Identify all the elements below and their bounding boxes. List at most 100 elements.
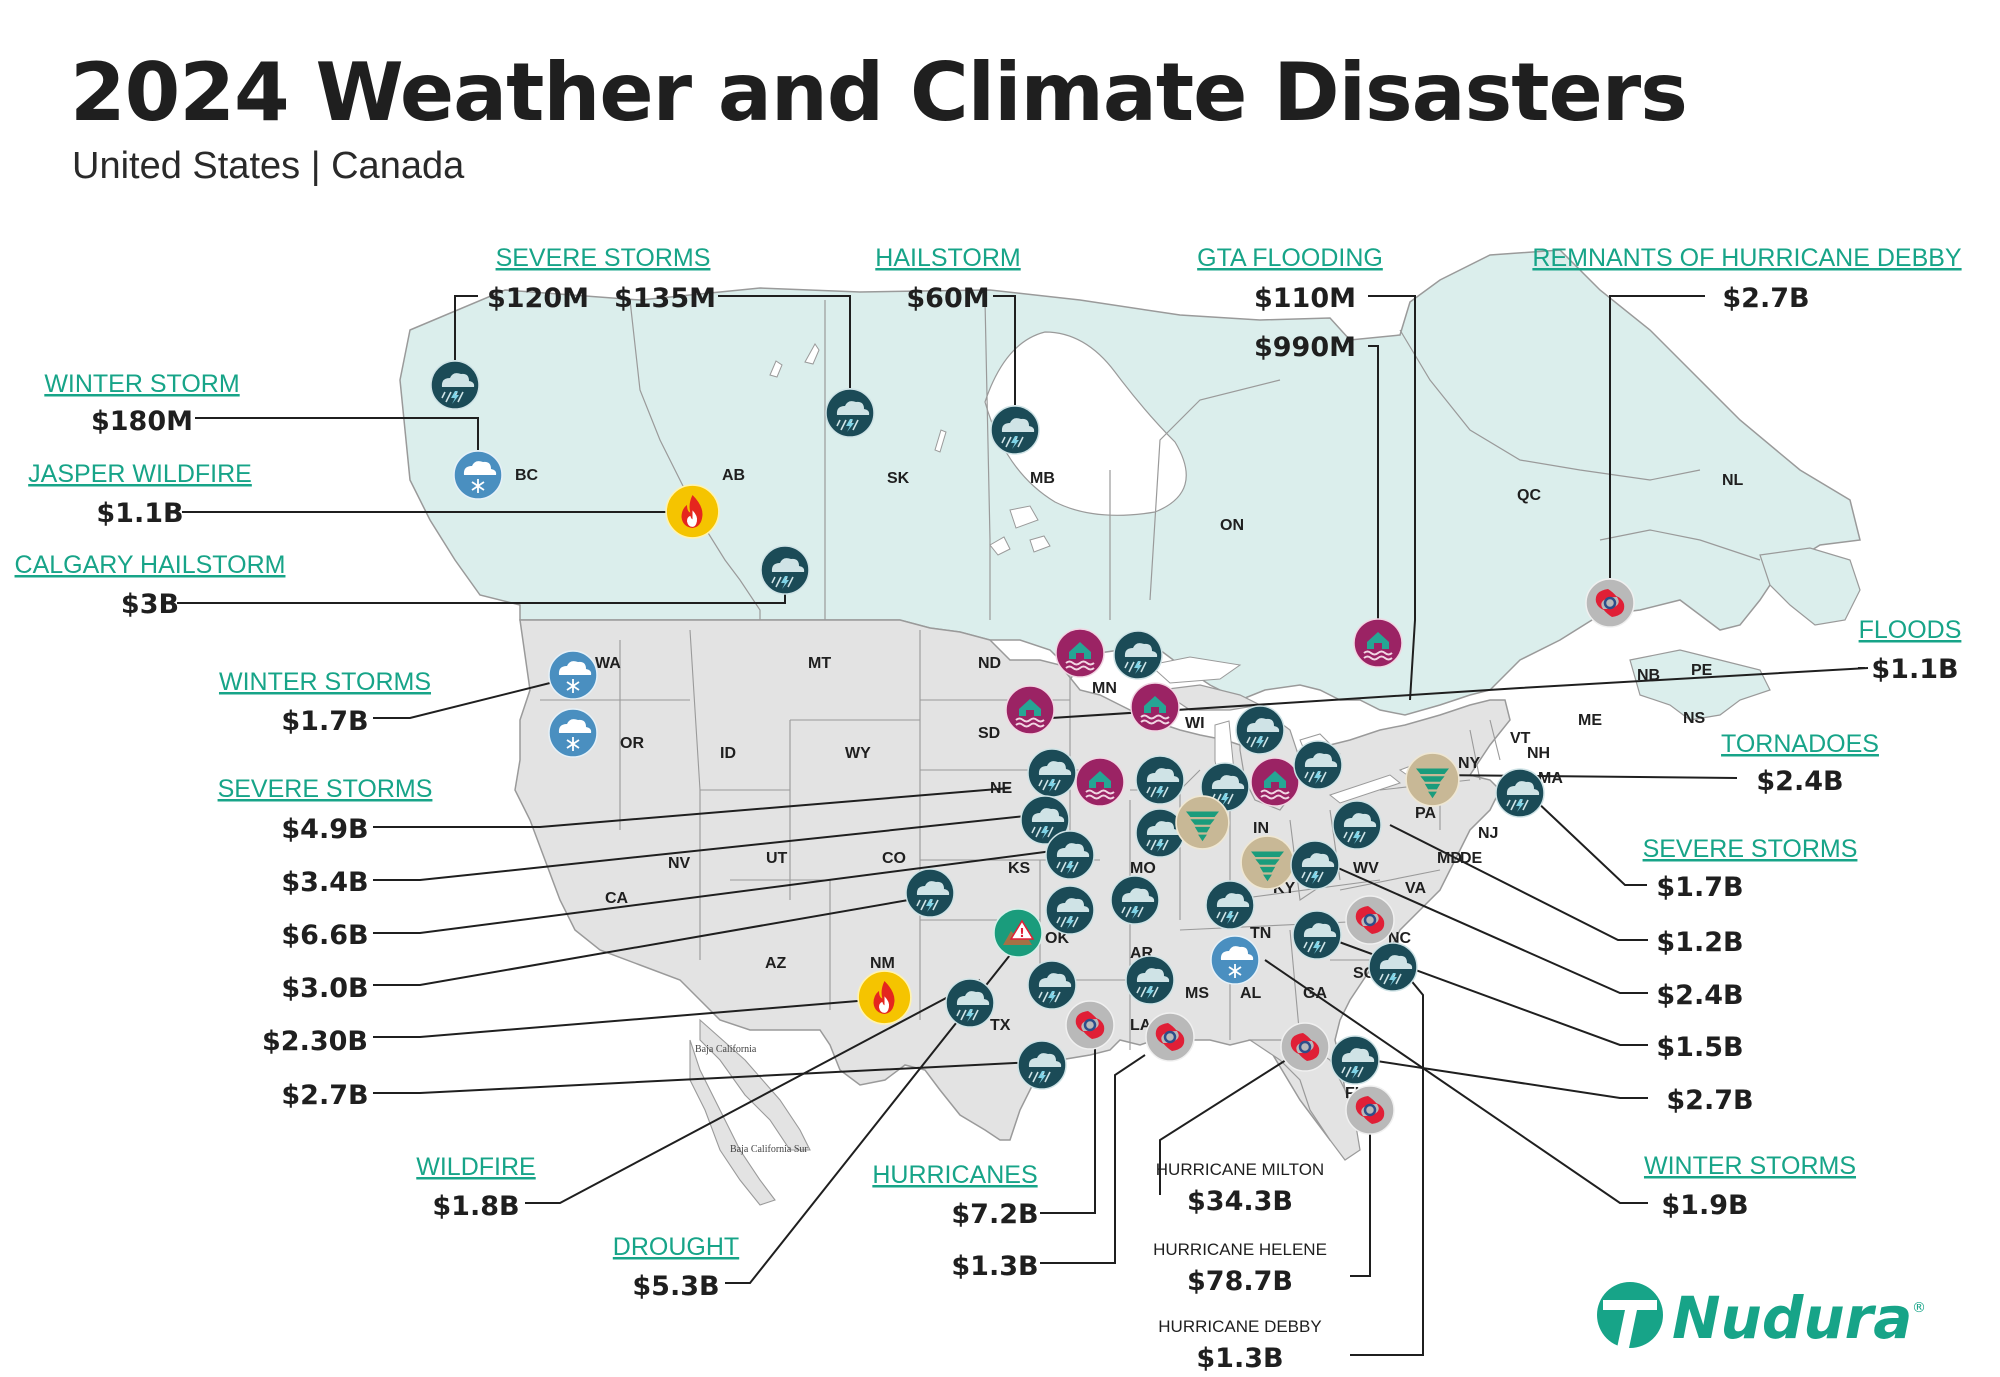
callout-cost-hurricanes-1: $7.2B — [951, 1199, 1038, 1230]
severe-storm-icon — [1290, 840, 1340, 890]
callout-cost-severe-storms-east-2: $1.2B — [1656, 927, 1743, 958]
hurricane-icon — [1345, 895, 1395, 945]
region-label-ca: CA — [605, 890, 629, 907]
hurricane-icon — [1145, 1012, 1195, 1062]
callout-heading-winter-storms-se: WINTER STORMS — [1644, 1152, 1856, 1180]
region-label-or: OR — [620, 735, 644, 752]
callout-cost-severe-storms-3: $6.6B — [281, 920, 368, 951]
region-label-nm: NM — [870, 955, 895, 972]
region-label-baja-california-sur: Baja California Sur — [730, 1144, 808, 1155]
severe-storm-icon — [760, 545, 810, 595]
region-label-ut: UT — [766, 850, 788, 867]
region-label-nd: ND — [978, 655, 1001, 672]
callout-cost-severe-storms-east-4: $1.5B — [1656, 1032, 1743, 1063]
callout-heading-wildfire: WILDFIRE — [416, 1153, 535, 1181]
callout-cost-hurricane-helene: $78.7B — [1187, 1266, 1293, 1297]
region-label-wa: WA — [595, 655, 621, 672]
callout-cost-calgary-hailstorm: $3B — [121, 589, 179, 620]
severe-storm-icon — [1045, 830, 1095, 880]
callout-cost-gta-flooding-1: $110M — [1254, 283, 1356, 314]
region-label-tx: TX — [990, 1017, 1011, 1034]
callout-heading-tornadoes: TORNADOES — [1721, 730, 1879, 758]
region-label-co: CO — [882, 850, 906, 867]
severe-storm-icon — [1027, 748, 1077, 798]
callout-heading-severe-storms-east: SEVERE STORMS — [1643, 835, 1858, 863]
region-label-bc: BC — [515, 467, 539, 484]
severe-storm-icon — [945, 978, 995, 1028]
severe-storm-icon — [1017, 1040, 1067, 1090]
tornado-icon — [1175, 795, 1230, 850]
callout-heading-hurricane-helene: HURRICANE HELENE — [1153, 1240, 1327, 1259]
flood-icon — [1250, 757, 1300, 807]
page-title: 2024 Weather and Climate Disasters — [70, 46, 1687, 139]
region-label-sd: SD — [978, 725, 1000, 742]
page-subtitle: United States | Canada — [72, 145, 465, 187]
callout-cost-severe-storms-east-3: $2.4B — [1656, 980, 1743, 1011]
callout-cost-severe-storms-4: $3.0B — [281, 973, 368, 1004]
region-label-nh: NH — [1527, 745, 1550, 762]
region-label-wv: WV — [1353, 860, 1379, 877]
flood-icon — [1075, 757, 1125, 807]
callout-cost-jasper-wildfire: $1.1B — [96, 498, 183, 529]
callout-heading-hurricanes: HURRICANES — [872, 1161, 1037, 1189]
callout-cost-winter-storms-se: $1.9B — [1661, 1190, 1748, 1221]
callout-heading-hailstorm: HAILSTORM — [875, 244, 1020, 272]
callout-cost-drought: $5.3B — [632, 1271, 719, 1302]
region-label-al: AL — [1240, 985, 1262, 1002]
severe-storm-icon — [1368, 942, 1418, 992]
callout-cost-severe-storms-5: $2.30B — [262, 1026, 368, 1057]
callout-cost-severe-storms-east-5: $2.7B — [1666, 1085, 1753, 1116]
callout-cost-floods: $1.1B — [1871, 654, 1958, 685]
winter-storm-icon — [548, 708, 598, 758]
severe-storm-icon — [1293, 740, 1343, 790]
region-label-ny: NY — [1458, 755, 1481, 772]
flood-icon — [1130, 682, 1180, 732]
region-label-de: DE — [1460, 850, 1483, 867]
hurricane-icon — [1345, 1085, 1395, 1135]
region-label-wy: WY — [845, 745, 871, 762]
region-label-sk: SK — [887, 470, 910, 487]
region-label-vt: VT — [1510, 730, 1531, 747]
region-label-tn: TN — [1250, 925, 1271, 942]
region-label-az: AZ — [765, 955, 787, 972]
region-label-nv: NV — [668, 855, 691, 872]
severe-storm-icon — [1495, 768, 1545, 818]
hurricane-icon — [1065, 1000, 1115, 1050]
region-label-ok: OK — [1045, 930, 1069, 947]
region-label-in: IN — [1253, 820, 1269, 837]
callout-cost-tornadoes: $2.4B — [1756, 766, 1843, 797]
region-label-ab: AB — [722, 467, 745, 484]
severe-storm-icon — [1292, 910, 1342, 960]
callout-cost-remnants-debby: $2.7B — [1722, 283, 1809, 314]
severe-storm-icon — [1027, 960, 1077, 1010]
region-label-ms: MS — [1185, 985, 1209, 1002]
nudura-logo: Nudura ® — [1597, 1282, 1926, 1352]
wildfire-icon — [857, 970, 912, 1025]
flood-icon — [1353, 618, 1403, 668]
region-label-wi: WI — [1185, 715, 1205, 732]
region-label-md: MD — [1437, 850, 1462, 867]
severe-storm-icon — [1205, 880, 1255, 930]
canada-landmass — [399, 249, 1861, 721]
region-label-pe: PE — [1691, 662, 1713, 679]
severe-storm-icon — [1125, 955, 1175, 1005]
tornado-icon — [1405, 752, 1460, 807]
callout-cost-hurricane-debby: $1.3B — [1196, 1343, 1283, 1374]
callout-heading-severe-storms-west: SEVERE STORMS — [218, 775, 433, 803]
severe-storm-icon — [1332, 800, 1382, 850]
region-label-ks: KS — [1008, 860, 1031, 877]
severe-storm-icon — [1330, 1035, 1380, 1085]
callout-heading-winter-storm: WINTER STORM — [44, 370, 239, 398]
hurricane-icon — [1585, 578, 1635, 628]
severe-storm-icon — [1110, 875, 1160, 925]
severe-storm-icon — [825, 388, 875, 438]
region-labels: BC AB SK MB ON QC NL NB PE NS WA OR CA I… — [515, 467, 1744, 1155]
region-label-pa: PA — [1415, 805, 1436, 822]
region-label-on: ON — [1220, 517, 1244, 534]
callout-cost-severe-storms-east-1: $1.7B — [1656, 872, 1743, 903]
region-label-baja-california: Baja California — [695, 1044, 757, 1055]
severe-storm-icon — [430, 360, 480, 410]
callout-cost-hailstorm: $60M — [906, 283, 989, 314]
flood-icon — [1055, 628, 1105, 678]
callout-heading-drought: DROUGHT — [613, 1233, 739, 1261]
